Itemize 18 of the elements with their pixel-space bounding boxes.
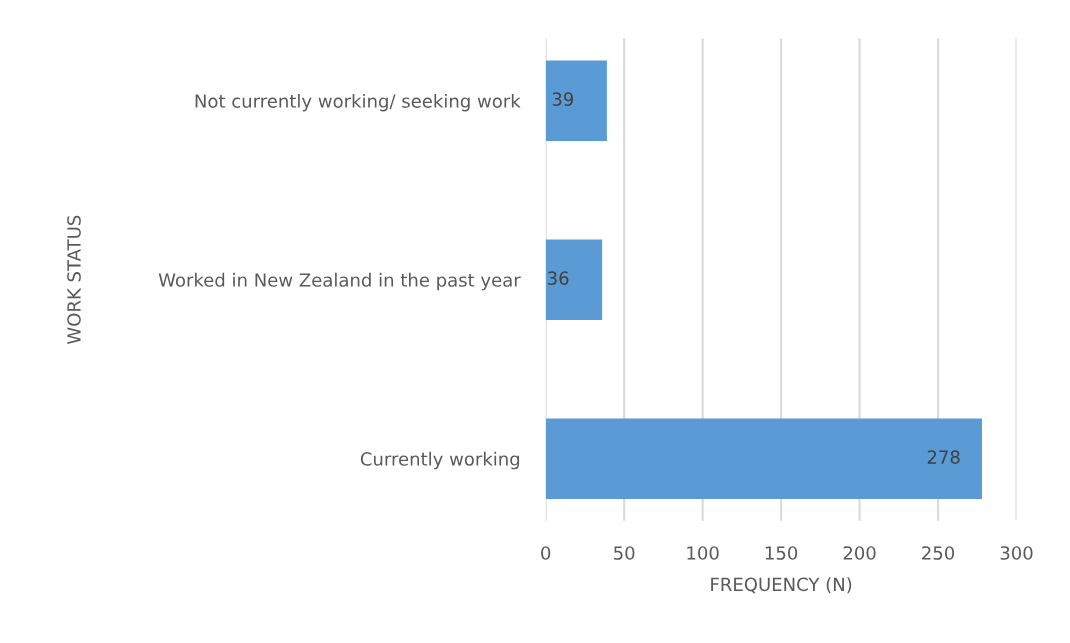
x-tick-label: 150 [765,546,798,560]
y-tick-label: Currently working [360,451,520,470]
x-tick-label: 200 [843,546,876,560]
data-label: 36 [548,271,569,285]
x-tick-label: 100 [687,546,719,560]
y-tick-label: Worked in New Zealand in the past year [158,272,521,291]
y-axis-title: WORK STATUS [67,215,81,345]
data-label: 278 [927,450,960,464]
bar [545,239,603,320]
bar [545,60,607,142]
x-tick-label: 300 [1000,546,1033,560]
x-axis-title: FREQUENCY (N) [711,577,852,594]
y-tick-label: Not currently working/ seeking work [195,93,521,112]
data-label: 39 [552,92,574,106]
x-tick-label: 250 [922,546,955,560]
bar [545,418,982,499]
x-tick-label: 50 [614,546,635,560]
x-tick-label: 0 [541,546,551,560]
